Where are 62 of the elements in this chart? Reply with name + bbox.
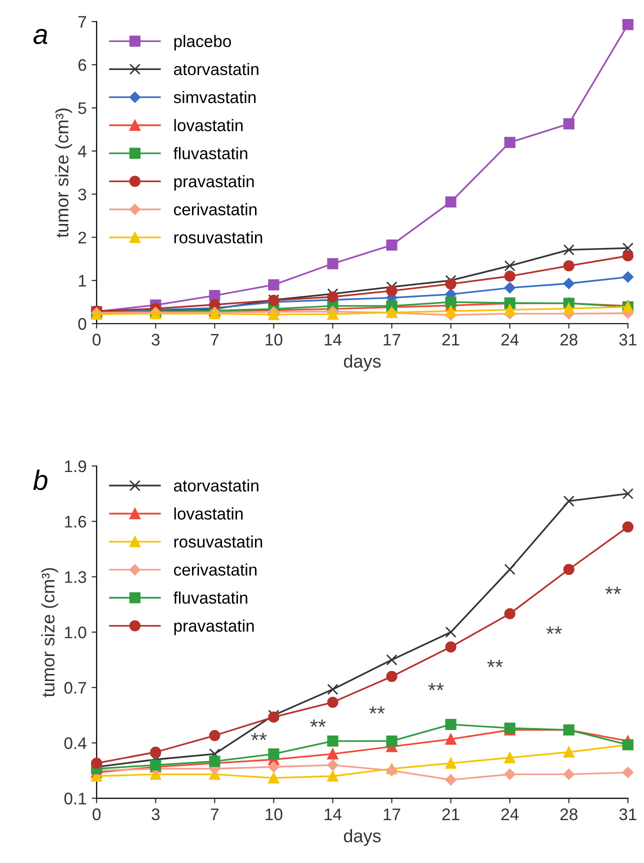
legend-label: pravastatin: [174, 620, 254, 636]
y-tick-label: 0.1: [64, 792, 86, 804]
legend-label: fluvastatin: [174, 147, 248, 160]
legend-label: rosuvastatin: [174, 535, 262, 548]
x-tick-label: 10: [266, 808, 282, 820]
x-tick-label: 17: [384, 808, 400, 820]
x-tick-label: 14: [324, 334, 342, 346]
y-tick-label: 6: [78, 59, 86, 71]
y-tick-label: 1: [78, 275, 86, 287]
legend-label: rosuvastatin: [174, 231, 262, 244]
x-axis-title: days: [344, 354, 381, 372]
x-tick-label: 28: [560, 808, 578, 820]
annotation: **: [251, 732, 267, 740]
x-tick-label: 14: [324, 808, 342, 820]
x-tick-label: 10: [266, 334, 282, 346]
legend-label: lovastatin: [174, 119, 243, 132]
x-tick-label: 3: [152, 334, 160, 346]
y-tick-label: 1.3: [64, 571, 86, 583]
x-tick-label: 7: [210, 334, 218, 346]
legend-label: cerivastatin: [174, 203, 256, 216]
legend-label: pravastatin: [174, 175, 254, 191]
chart-title: a: [33, 28, 48, 44]
x-tick-label: 21: [442, 808, 460, 820]
x-axis-title: days: [344, 829, 381, 846]
y-tick-label: 0: [78, 318, 86, 330]
annotation: **: [487, 660, 503, 668]
legend-label: atorvastatin: [174, 479, 258, 492]
x-tick-label: 7: [210, 808, 218, 820]
y-tick-label: 0.7: [64, 682, 86, 694]
y-tick-label: 1.0: [64, 626, 86, 638]
x-tick-label: 24: [501, 334, 519, 346]
y-tick-label: 2: [78, 232, 86, 244]
x-tick-label: 28: [560, 334, 578, 346]
legend-label: cerivastatin: [174, 563, 256, 576]
annotation: **: [428, 683, 444, 690]
annotation: **: [546, 626, 562, 634]
y-tick-label: 0.4: [64, 737, 86, 750]
y-tick-label: 1.6: [64, 516, 86, 528]
annotation: **: [310, 720, 326, 727]
x-tick-label: 21: [442, 334, 460, 346]
x-tick-label: 31: [619, 808, 636, 820]
x-tick-label: 0: [92, 808, 101, 820]
legend-label: atorvastatin: [174, 62, 258, 76]
y-tick-label: 5: [78, 102, 86, 114]
y-axis-title: tumor size (cm³): [41, 568, 58, 698]
y-tick-label: 3: [78, 188, 86, 200]
legend-label: fluvastatin: [174, 592, 248, 604]
x-tick-label: 17: [384, 334, 400, 346]
annotation: **: [605, 586, 621, 594]
x-tick-label: 0: [92, 334, 101, 346]
y-tick-label: 7: [78, 16, 86, 28]
annotation: **: [369, 706, 385, 714]
legend-label: placebo: [174, 34, 231, 50]
legend-label: lovastatin: [174, 507, 243, 520]
chart-title: b: [33, 470, 48, 490]
y-tick-label: 4: [78, 146, 86, 158]
y-tick-label: 1.9: [64, 460, 86, 472]
x-tick-label: 31: [619, 334, 636, 346]
x-tick-label: 24: [501, 808, 519, 820]
x-tick-label: 3: [152, 808, 160, 820]
y-axis-title: tumor size (cm³): [55, 108, 72, 238]
legend-label: simvastatin: [174, 90, 256, 104]
